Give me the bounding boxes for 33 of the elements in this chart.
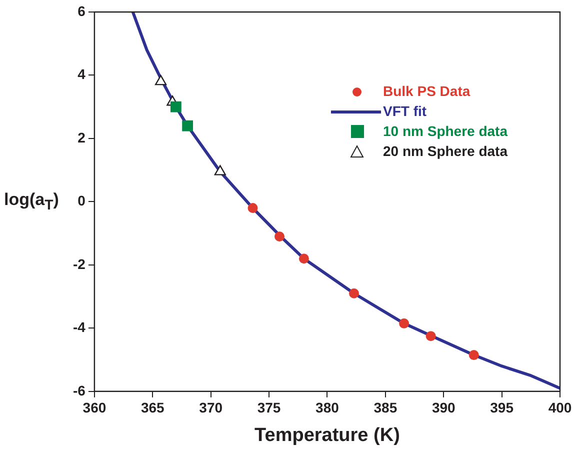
x-tick-label: 400 xyxy=(548,400,572,416)
point xyxy=(348,288,359,298)
x-tick-label: 385 xyxy=(374,400,398,416)
x-tick-label: 390 xyxy=(432,400,456,416)
point xyxy=(214,165,226,176)
point xyxy=(182,120,194,132)
x-axis-title: Temperature (K) xyxy=(254,424,400,446)
point xyxy=(274,231,285,242)
point xyxy=(170,101,182,112)
legend-label: 20 nm Sphere data xyxy=(383,142,508,159)
y-tick-label: -2 xyxy=(72,256,86,272)
y-tick-label: 2 xyxy=(78,129,86,146)
point xyxy=(468,350,479,360)
point xyxy=(298,254,309,264)
point xyxy=(154,74,167,86)
point xyxy=(399,318,410,328)
legend-label: Bulk PS Data xyxy=(383,82,470,99)
legend-label: 10 nm Sphere data xyxy=(383,122,508,139)
legend-label: VFT fit xyxy=(383,102,427,119)
x-tick-label: 375 xyxy=(257,400,281,416)
x-tick-label: 395 xyxy=(490,400,514,416)
x-tick-label: 360 xyxy=(82,400,106,416)
y-tick-label: -4 xyxy=(72,319,86,336)
x-tick-label: 380 xyxy=(316,400,340,416)
y-tick-label: 4 xyxy=(78,66,86,82)
x-tick-label: 365 xyxy=(140,400,165,416)
x-tick-label: 370 xyxy=(199,400,223,416)
y-tick-label: 0 xyxy=(78,192,86,209)
point xyxy=(248,203,258,214)
y-tick-label: 6 xyxy=(78,2,86,19)
y-axis-title: log(a$_{T}$) xyxy=(4,190,59,214)
y-tick-label: -6 xyxy=(72,382,86,398)
point xyxy=(426,331,436,342)
